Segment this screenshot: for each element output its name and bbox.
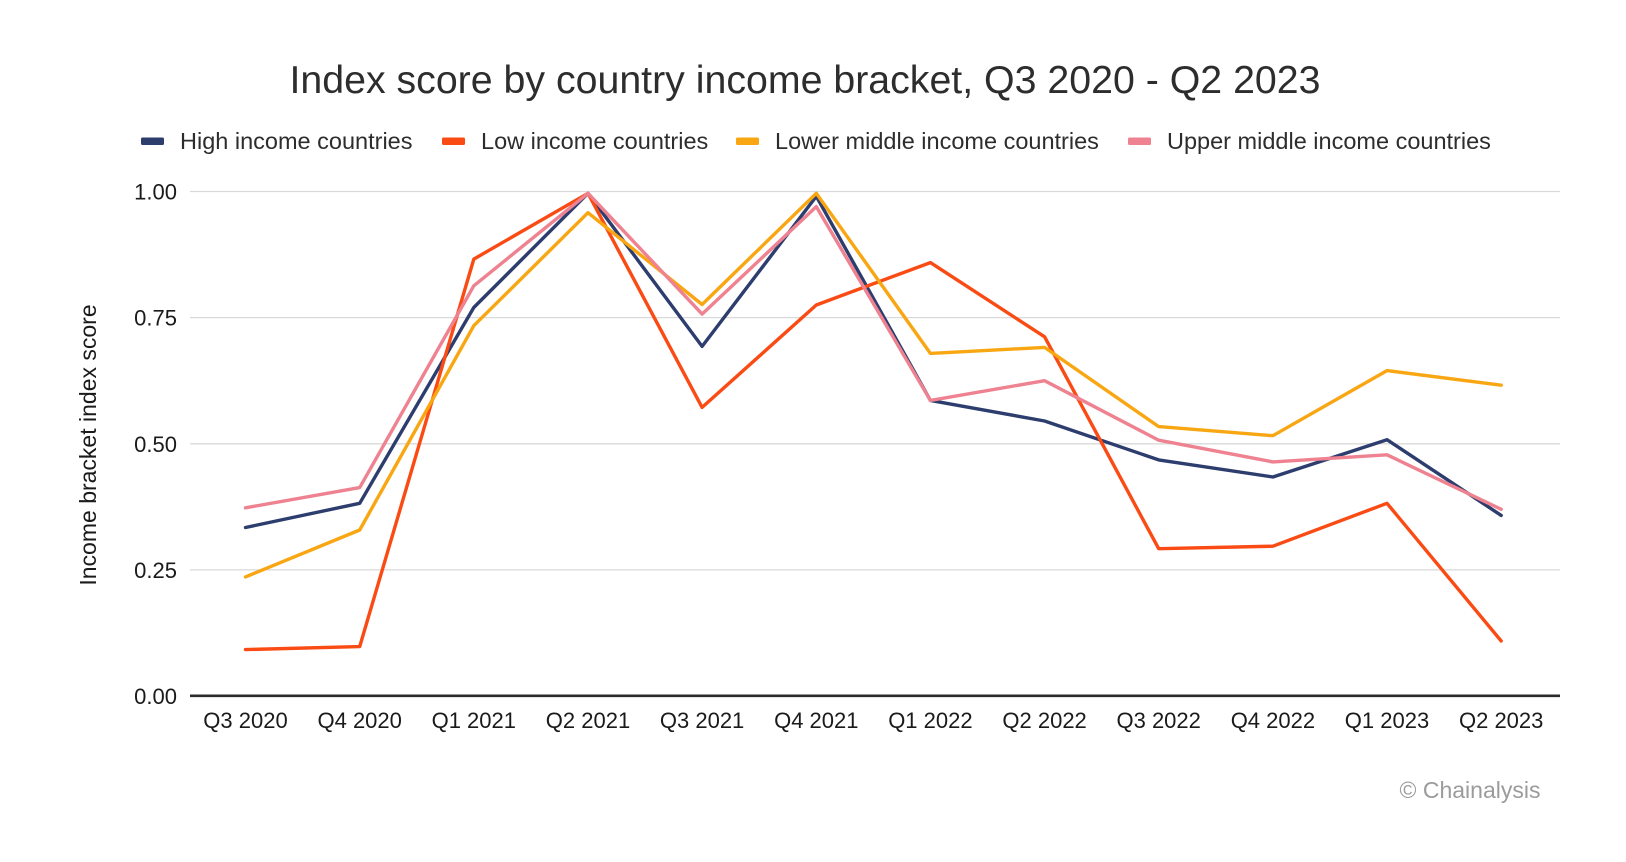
- svg-text:Low income countries: Low income countries: [481, 128, 708, 154]
- svg-text:Q2 2021: Q2 2021: [546, 708, 630, 733]
- svg-text:Q3 2021: Q3 2021: [660, 708, 744, 733]
- svg-text:0.75: 0.75: [134, 306, 177, 331]
- svg-text:Q1 2023: Q1 2023: [1345, 708, 1429, 733]
- svg-text:Q3 2022: Q3 2022: [1116, 708, 1200, 733]
- svg-text:Q1 2021: Q1 2021: [432, 708, 516, 733]
- svg-text:High income countries: High income countries: [180, 128, 413, 154]
- svg-text:Upper middle income countries: Upper middle income countries: [1167, 128, 1491, 154]
- svg-text:Q2 2022: Q2 2022: [1002, 708, 1086, 733]
- svg-text:Q4 2022: Q4 2022: [1231, 708, 1315, 733]
- svg-text:0.25: 0.25: [134, 558, 177, 583]
- svg-text:Q3 2020: Q3 2020: [203, 708, 287, 733]
- svg-text:Index score by country income: Index score by country income bracket, Q…: [289, 58, 1320, 102]
- svg-text:Income bracket index score: Income bracket index score: [75, 304, 101, 585]
- svg-text:0.00: 0.00: [134, 684, 177, 709]
- svg-text:Lower middle income countries: Lower middle income countries: [775, 128, 1099, 154]
- svg-text:© Chainalysis: © Chainalysis: [1400, 777, 1541, 803]
- svg-text:Q4 2020: Q4 2020: [317, 708, 401, 733]
- svg-text:Q1 2022: Q1 2022: [888, 708, 972, 733]
- svg-text:Q4 2021: Q4 2021: [774, 708, 858, 733]
- svg-text:0.50: 0.50: [134, 432, 177, 457]
- svg-text:1.00: 1.00: [134, 180, 177, 205]
- svg-text:Q2 2023: Q2 2023: [1459, 708, 1543, 733]
